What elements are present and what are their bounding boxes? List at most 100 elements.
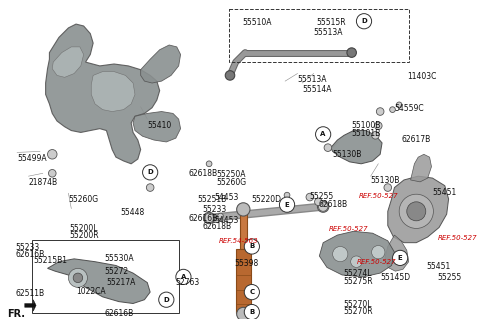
Text: 54453: 54453 [215, 193, 239, 202]
Text: REF.50-527: REF.50-527 [438, 235, 478, 241]
Circle shape [73, 273, 83, 283]
Circle shape [333, 246, 348, 262]
Text: 55515R: 55515R [316, 18, 346, 27]
Circle shape [143, 165, 158, 180]
Text: D: D [361, 18, 367, 24]
Text: 62618B: 62618B [203, 222, 231, 231]
Circle shape [146, 169, 154, 176]
Text: 55410: 55410 [147, 121, 171, 130]
Text: 55499A: 55499A [17, 154, 47, 163]
Polygon shape [331, 131, 382, 164]
Circle shape [384, 184, 392, 191]
Circle shape [393, 250, 408, 265]
Polygon shape [385, 235, 408, 271]
Text: E: E [285, 202, 289, 208]
Text: 55200L: 55200L [70, 224, 98, 233]
Circle shape [237, 203, 250, 216]
Text: 55514A: 55514A [302, 85, 332, 94]
Bar [229, 9, 408, 62]
Circle shape [48, 150, 57, 159]
Circle shape [206, 161, 212, 167]
Circle shape [244, 284, 260, 300]
Text: REF.50-527: REF.50-527 [357, 259, 396, 265]
Text: FR.: FR. [8, 309, 25, 319]
Text: D: D [164, 297, 169, 303]
Circle shape [324, 144, 332, 152]
Text: 1022CA: 1022CA [76, 287, 106, 297]
Text: E: E [398, 255, 403, 261]
Text: 55220D: 55220D [251, 195, 281, 204]
Text: 55215B1: 55215B1 [33, 256, 67, 265]
Circle shape [237, 307, 250, 321]
Polygon shape [46, 24, 160, 164]
Circle shape [319, 131, 327, 138]
Text: 55448: 55448 [120, 209, 145, 217]
Circle shape [217, 213, 223, 219]
Text: D: D [147, 169, 153, 175]
Text: 62616B: 62616B [15, 250, 45, 259]
Circle shape [306, 193, 313, 201]
Circle shape [396, 102, 402, 108]
Circle shape [244, 304, 260, 320]
Text: 52763: 52763 [176, 278, 200, 287]
Text: 55274L: 55274L [343, 269, 372, 278]
Circle shape [399, 194, 433, 228]
Polygon shape [133, 112, 180, 142]
Text: 55272: 55272 [105, 267, 129, 277]
Text: REF.54-563: REF.54-563 [218, 238, 258, 244]
Text: A: A [321, 131, 326, 137]
Polygon shape [48, 259, 150, 303]
Polygon shape [388, 176, 449, 243]
Text: 55145D: 55145D [380, 273, 410, 282]
Circle shape [204, 213, 214, 223]
Text: 55255: 55255 [437, 273, 461, 282]
Text: 62618B: 62618B [188, 169, 217, 177]
Polygon shape [141, 45, 180, 83]
Circle shape [284, 192, 290, 198]
Text: 55233: 55233 [203, 205, 227, 214]
Text: 55130B: 55130B [333, 150, 362, 158]
Text: B: B [249, 243, 254, 250]
Text: 62511B: 62511B [15, 289, 44, 298]
Text: 62618B: 62618B [318, 200, 348, 209]
Polygon shape [52, 47, 84, 77]
Circle shape [320, 204, 326, 209]
Circle shape [390, 107, 396, 113]
Text: 54559C: 54559C [395, 104, 424, 113]
Text: 55530A: 55530A [105, 254, 134, 263]
Text: 55130B: 55130B [371, 176, 400, 185]
Text: 55270L: 55270L [343, 300, 372, 309]
Text: 55510A: 55510A [242, 18, 272, 27]
Polygon shape [91, 72, 135, 112]
Text: 55513A: 55513A [313, 28, 343, 37]
Text: 54453: 54453 [215, 216, 239, 225]
Circle shape [69, 268, 87, 287]
Text: 55255: 55255 [309, 192, 333, 201]
Circle shape [176, 269, 191, 284]
Circle shape [244, 239, 260, 254]
Text: C: C [249, 289, 254, 295]
Circle shape [279, 197, 295, 212]
Circle shape [314, 198, 322, 206]
Bar [32, 240, 179, 313]
Circle shape [407, 202, 426, 221]
Text: 55260G: 55260G [69, 195, 98, 204]
Text: 55233: 55233 [15, 243, 39, 252]
Circle shape [376, 108, 384, 115]
Circle shape [357, 14, 372, 29]
Text: 55100B: 55100B [352, 121, 381, 130]
Text: 55217A: 55217A [107, 278, 136, 287]
Text: 55451: 55451 [427, 262, 451, 271]
Circle shape [146, 184, 154, 191]
Text: 55398: 55398 [235, 259, 259, 268]
Circle shape [374, 122, 382, 130]
Text: REF.50-527: REF.50-527 [329, 226, 369, 232]
Circle shape [318, 202, 328, 211]
Circle shape [351, 256, 362, 267]
Text: REF.50-527: REF.50-527 [359, 193, 399, 199]
Text: 55101B: 55101B [352, 129, 381, 138]
Circle shape [48, 170, 56, 177]
Text: 55200R: 55200R [70, 231, 99, 240]
Polygon shape [240, 211, 247, 249]
Circle shape [159, 292, 174, 307]
